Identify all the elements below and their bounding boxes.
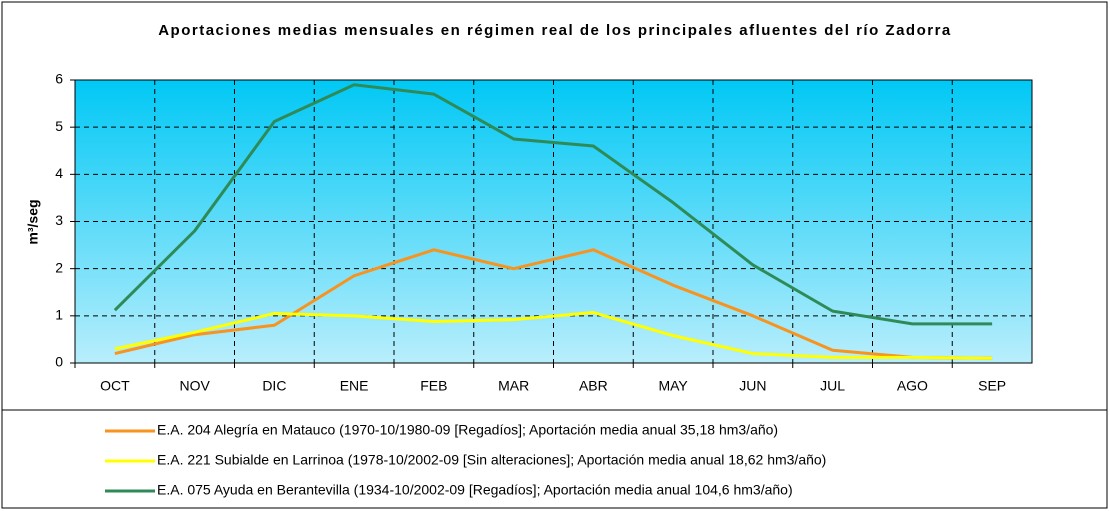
x-tick-label: DIC [262,378,286,394]
legend-label: E.A. 221 Subialde en Larrinoa (1978-10/2… [157,452,826,468]
chart-title: Aportaciones medias mensuales en régimen… [158,22,952,39]
y-tick-label: 0 [55,354,63,370]
x-tick-label: JUL [820,378,845,394]
y-tick-label: 3 [55,212,63,228]
x-tick-label: ENE [340,378,369,394]
x-tick-label: SEP [978,378,1006,394]
x-tick-label: NOV [179,378,210,394]
y-tick-label: 1 [55,307,63,323]
y-axis-label: m³/seg [25,199,41,244]
x-tick-label: AGO [897,378,928,394]
x-tick-label: MAR [498,378,529,394]
series-line [113,83,993,326]
y-tick-label: 6 [55,71,63,87]
legend-label: E.A. 204 Alegría en Matauco (1970-10/198… [157,422,778,438]
x-tick-label: OCT [100,378,130,394]
x-tick-label: JUN [739,378,766,394]
y-tick-label: 5 [55,118,63,134]
y-tick-label: 4 [55,165,63,181]
legend-label: E.A. 075 Ayuda en Berantevilla (1934-10/… [157,482,793,498]
y-tick-label: 2 [55,259,63,275]
series-line [114,311,993,360]
x-tick-label: MAY [658,378,688,394]
x-tick-label: ABR [579,378,608,394]
series-line [114,248,993,360]
x-tick-label: FEB [420,378,447,394]
